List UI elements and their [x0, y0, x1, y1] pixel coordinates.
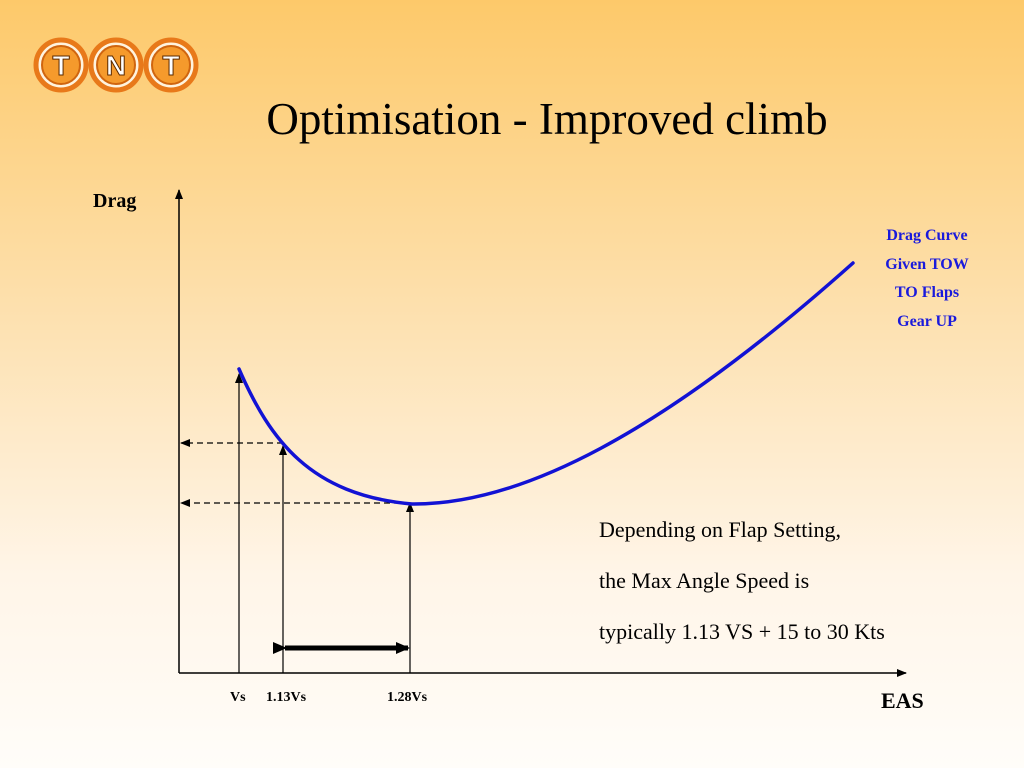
legend-line: TO Flaps — [894, 284, 960, 301]
legend-line: Gear UP — [897, 312, 957, 330]
note-line: the Max Angle Speed is — [599, 568, 810, 593]
tnt-logo: T N T — [33, 37, 199, 93]
tick-1-28vs: 1.28Vs — [387, 690, 428, 705]
tick-1-13vs: 1.13Vs — [266, 690, 307, 705]
svg-text:T: T — [52, 50, 69, 81]
svg-text:N: N — [106, 50, 126, 81]
note-line: Depending on Flap Setting, — [599, 517, 841, 542]
legend-line: Given TOW — [885, 255, 969, 273]
y-axis-label: Drag — [93, 190, 137, 212]
slide-title: Optimisation - Improved climb — [266, 94, 828, 144]
explanation-note: Depending on Flap Setting, the Max Angle… — [599, 504, 885, 657]
drag-curve — [237, 261, 855, 506]
svg-text:T: T — [162, 50, 179, 81]
logo-circle-t2: T — [143, 37, 199, 93]
note-line: typically 1.13 VS + 15 to 30 Kts — [599, 619, 885, 644]
curve-legend: Drag Curve Given TOW TO Flaps Gear UP — [862, 222, 992, 336]
legend-line: Drag Curve — [886, 227, 968, 244]
logo-circle-t1: T — [33, 37, 89, 93]
x-axis-label: EAS — [881, 688, 924, 713]
tick-vs: Vs — [230, 690, 246, 705]
logo-circle-n: N — [88, 37, 144, 93]
